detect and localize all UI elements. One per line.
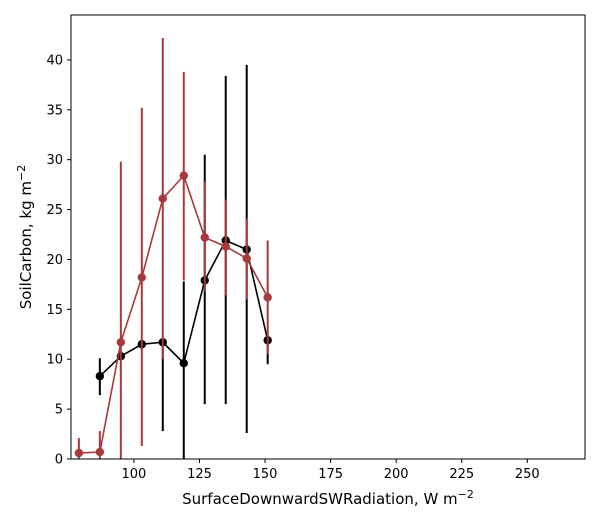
y-tick-label: 10 (46, 353, 63, 368)
data-point (179, 171, 188, 180)
data-point (242, 254, 251, 263)
data-layer (74, 37, 272, 459)
y-tick-label: 35 (46, 103, 63, 118)
ticks-layer: 100 125 150 175 200 225 250 0 5 10 15 20 25 30 35 40 (46, 53, 539, 482)
y-axis-label-text: SoilCarbon, (17, 223, 35, 309)
y-axis-label-unit: kg m (17, 181, 35, 219)
data-point (116, 338, 126, 347)
y-tick-label: 0 (55, 453, 63, 468)
x-tick-label: 125 (187, 467, 212, 482)
data-point (200, 233, 209, 242)
y-tick-label: 5 (55, 403, 63, 418)
data-point (74, 448, 84, 458)
x-tick-label: 150 (253, 467, 278, 482)
data-point (95, 371, 105, 381)
x-axis-label-exp: −2 (458, 488, 474, 501)
series-line (78, 174, 269, 454)
data-point (137, 273, 147, 282)
x-tick-label: 200 (384, 467, 409, 482)
series-1 (74, 37, 272, 459)
x-axis-label-text: SurfaceDownwardSWRadiation, (182, 490, 419, 508)
data-point (158, 194, 167, 203)
y-tick-label: 25 (46, 203, 63, 218)
y-tick-label: 15 (46, 303, 63, 318)
data-point (221, 242, 230, 251)
x-tick-label: 250 (515, 467, 540, 482)
data-point (263, 293, 272, 302)
plot-frame (70, 14, 586, 460)
data-point (179, 359, 188, 368)
x-tick-label: 175 (318, 467, 343, 482)
y-tick-label: 30 (46, 153, 63, 168)
y-tick-label: 40 (46, 53, 63, 68)
x-tick-label: 100 (122, 467, 147, 482)
y-axis-label: SoilCarbon, kg m−2 (15, 165, 35, 309)
x-axis-label-unit: W m (423, 490, 457, 508)
y-axis-label-exp: −2 (15, 165, 28, 181)
data-point (95, 447, 105, 457)
x-axis-label: SurfaceDownwardSWRadiation, W m−2 (182, 488, 474, 508)
x-tick-label: 225 (449, 467, 474, 482)
y-tick-label: 20 (46, 253, 63, 268)
